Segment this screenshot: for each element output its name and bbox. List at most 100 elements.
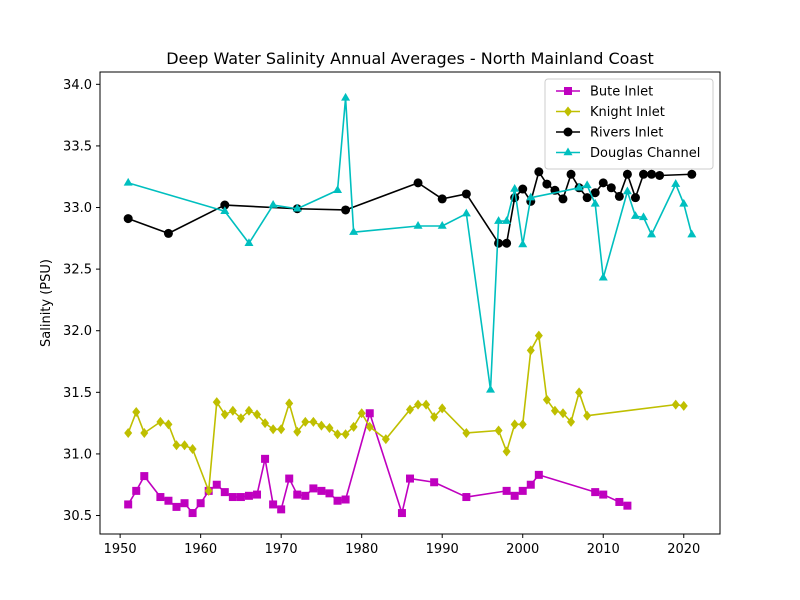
legend: Bute Inlet Knight Inlet Rivers Inlet Dougla…: [544, 78, 714, 170]
data-point: [309, 416, 318, 427]
data-point: [325, 489, 334, 498]
series-layer: [123, 92, 697, 518]
data-point: [510, 184, 520, 192]
data-point: [639, 212, 649, 221]
data-point: [140, 427, 149, 438]
series-douglas-channel: [123, 92, 697, 393]
data-point: [163, 228, 173, 238]
data-point: [285, 474, 294, 483]
data-point: [486, 384, 496, 393]
data-point: [268, 200, 278, 208]
y-tick-label: 32.0: [63, 324, 92, 339]
data-point: [220, 200, 230, 210]
data-point: [188, 443, 197, 454]
data-point: [124, 500, 133, 509]
data-point: [622, 186, 632, 195]
data-point: [269, 424, 278, 435]
data-point: [292, 203, 302, 212]
data-point: [212, 397, 221, 408]
chart-title: Deep Water Salinity Annual Averages - No…: [166, 49, 654, 68]
data-point: [566, 169, 576, 179]
data-point: [542, 179, 552, 189]
data-point: [365, 421, 374, 432]
data-point: [341, 495, 350, 504]
data-point: [333, 429, 342, 440]
data-point: [647, 169, 657, 179]
data-point: [639, 169, 649, 179]
data-point: [317, 486, 326, 495]
data-point: [494, 216, 504, 224]
data-point: [261, 418, 270, 429]
x-tick-label: 1990: [426, 542, 459, 557]
data-point: [333, 185, 343, 194]
data-point: [357, 408, 366, 419]
y-tick-label: 32.5: [63, 263, 92, 278]
data-point: [277, 505, 286, 514]
data-point: [196, 499, 205, 508]
data-point: [671, 399, 680, 410]
data-point: [598, 272, 608, 281]
data-point: [236, 493, 245, 502]
data-point: [502, 486, 511, 495]
data-point: [132, 407, 141, 418]
data-point: [123, 214, 133, 224]
data-point: [679, 198, 689, 207]
data-point: [228, 405, 237, 416]
data-point: [253, 409, 262, 420]
data-point: [575, 387, 584, 398]
data-point: [502, 216, 512, 224]
legend-label: Bute Inlet: [590, 85, 653, 100]
data-point: [164, 419, 173, 430]
legend-item-bute-inlet: Bute Inlet: [556, 85, 653, 100]
series-bute-inlet: [124, 409, 632, 518]
data-point: [542, 394, 551, 405]
data-point: [526, 480, 535, 489]
data-point: [574, 182, 584, 191]
data-point: [582, 180, 592, 189]
data-point: [349, 227, 359, 235]
data-point: [293, 426, 302, 437]
data-point: [309, 484, 318, 493]
data-point: [494, 425, 503, 436]
x-axis: 1950 1960 1970 1980 1990 2000 2010 2020: [104, 534, 700, 557]
data-point: [188, 509, 197, 518]
x-tick-label: 2000: [506, 542, 539, 557]
data-point: [244, 238, 254, 246]
data-point: [317, 420, 326, 431]
data-point: [236, 413, 245, 424]
data-point: [244, 491, 253, 500]
data-point: [558, 408, 567, 419]
data-point: [534, 470, 543, 479]
data-point: [510, 491, 519, 500]
data-point: [132, 486, 141, 495]
data-point: [325, 423, 334, 434]
data-point: [630, 211, 640, 219]
data-point: [156, 416, 165, 427]
data-point: [333, 496, 342, 505]
data-point: [615, 497, 624, 506]
legend-label: Knight Inlet: [590, 105, 665, 120]
plot-frame: [99, 71, 721, 535]
data-point: [220, 488, 229, 497]
data-point: [172, 440, 181, 451]
data-point: [614, 191, 624, 201]
data-point: [430, 411, 439, 422]
data-point: [518, 419, 527, 430]
data-point: [406, 474, 414, 483]
data-point: [365, 409, 374, 418]
data-point: [622, 169, 632, 179]
data-point: [567, 416, 576, 427]
data-point: [526, 192, 536, 201]
legend-item-knight-inlet: Knight Inlet: [556, 105, 665, 120]
data-point: [301, 416, 310, 427]
y-tick-label: 31.0: [63, 447, 92, 462]
data-point: [228, 493, 237, 502]
data-point: [124, 427, 133, 438]
data-point: [341, 429, 350, 440]
data-point: [502, 238, 512, 248]
data-point: [598, 178, 608, 188]
data-point: [590, 188, 600, 198]
y-tick-label: 33.5: [63, 139, 92, 154]
data-point: [590, 198, 600, 207]
